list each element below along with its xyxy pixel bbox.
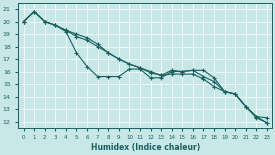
X-axis label: Humidex (Indice chaleur): Humidex (Indice chaleur) [91, 143, 200, 152]
